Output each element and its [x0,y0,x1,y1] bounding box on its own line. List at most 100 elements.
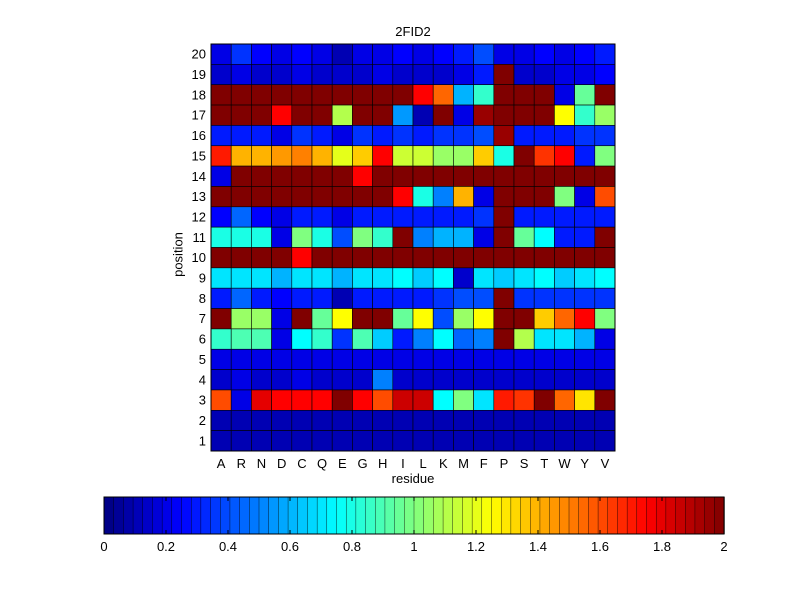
heatmap-cell [372,226,394,248]
heatmap-cell [412,348,434,370]
y-tick-label: 17 [192,108,206,123]
heatmap-cell [251,165,272,187]
heatmap-cell [574,267,596,289]
heatmap-cell [453,409,474,431]
y-tick-label: 9 [199,271,206,286]
heatmap-cell [210,247,232,269]
heatmap-cell [392,64,414,85]
heatmap-cell [594,186,616,208]
heatmap-cell [271,84,293,106]
colorbar-segment [520,496,531,535]
heatmap-cell [533,409,555,431]
heatmap-cell [473,43,495,65]
heatmap-cell [412,328,434,350]
heatmap-cell [513,287,535,309]
heatmap-cell [210,186,232,208]
heatmap-cell [331,267,353,289]
heatmap-cell [412,247,434,269]
heatmap-cell [230,125,252,147]
heatmap-cell [412,369,434,391]
heatmap-cell [210,206,232,228]
heatmap-cell [513,165,535,187]
heatmap-cell [513,43,535,65]
heatmap-cell [554,348,575,370]
heatmap-cell [574,186,596,208]
colorbar-segment [714,496,725,535]
heatmap-cell [574,308,596,330]
heatmap-cell [594,206,616,228]
heatmap-cell [311,247,333,269]
heatmap-cell [533,104,555,126]
heatmap-cell [412,226,434,248]
heatmap-cell [574,247,596,269]
heatmap-cell [513,247,535,269]
colorbar-tick-label: 0 [100,539,107,554]
colorbar-segment [704,496,716,535]
heatmap-cell [493,348,515,370]
heatmap-cell [352,104,373,126]
heatmap-cell [251,145,272,167]
heatmap-cell [594,247,616,269]
heatmap-cell [291,226,313,248]
heatmap-cell [352,369,373,391]
heatmap-cell [291,328,313,350]
heatmap-cell [331,165,353,187]
heatmap-cell [554,125,575,147]
colorbar-tick-label: 0.2 [157,539,175,554]
heatmap-cell [432,125,454,147]
heatmap-cell [513,145,535,167]
heatmap-cell [574,64,596,85]
heatmap-cell [473,125,495,147]
heatmap-cell [412,430,434,452]
heatmap-cell [251,64,272,85]
colorbar-tick-label: 1 [410,539,417,554]
y-tick-label: 19 [192,67,206,82]
colorbar-segment [365,496,376,535]
colorbar-segment [345,496,357,535]
heatmap-cell [271,186,293,208]
colorbar-segment [113,496,125,535]
colorbar-segment [539,496,551,535]
heatmap-cell [372,389,394,411]
colorbar-segment [433,496,444,535]
heatmap-cell [291,206,313,228]
heatmap-cell [392,328,414,350]
heatmap-cell [453,308,474,330]
heatmap-cell [594,84,616,106]
heatmap-cell [210,430,232,452]
heatmap-cell [291,84,313,106]
heatmap-cell [513,226,535,248]
colorbar-segment [413,496,425,535]
heatmap-cell [271,247,293,269]
colorbar-segment [355,496,367,535]
heatmap-cell [230,328,252,350]
colorbar-segment [510,496,522,535]
heatmap-cell [473,206,495,228]
heatmap-cell [271,287,293,309]
y-tick-label: 2 [199,413,206,428]
heatmap-cell [432,348,454,370]
heatmap-cell [230,308,252,330]
heatmap-cell [594,43,616,65]
heatmap-cell [412,206,434,228]
heatmap-cell [271,226,293,248]
heatmap-cell [493,125,515,147]
heatmap-cell [453,348,474,370]
heatmap-cell [392,308,414,330]
heatmap-cell [594,226,616,248]
heatmap-cell [513,206,535,228]
heatmap-cell [554,145,575,167]
heatmap-cell [432,165,454,187]
heatmap-cell [230,348,252,370]
heatmap-cell [311,308,333,330]
heatmap-cell [432,206,454,228]
heatmap-cell [311,145,333,167]
heatmap-cell [493,186,515,208]
colorbar-tick-label: 1.6 [591,539,609,554]
heatmap-cell [311,430,333,452]
heatmap-cell [372,247,394,269]
heatmap-cell [291,430,313,452]
heatmap-cell [594,165,616,187]
colorbar-segment [375,496,386,535]
